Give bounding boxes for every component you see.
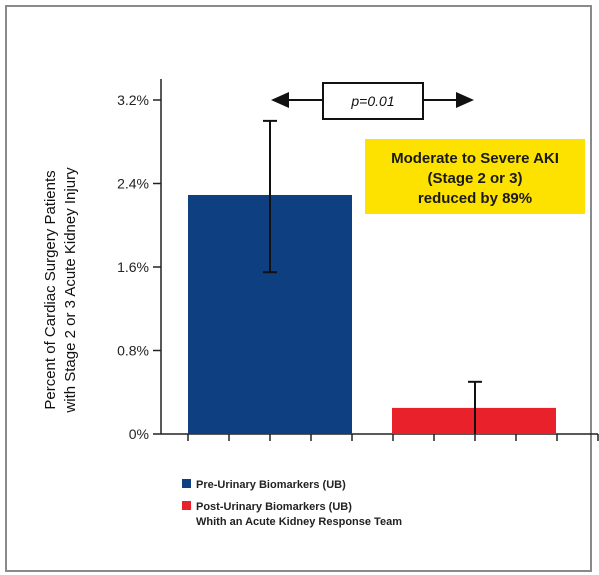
callout-line1: Moderate to Severe AKI [391, 150, 559, 167]
legend-label-pre: Pre-Urinary Biomarkers (UB) [196, 479, 346, 491]
y-tick-label: 3.2% [117, 92, 149, 108]
callout-line3: reduced by 89% [418, 190, 532, 207]
callout-background [365, 139, 585, 214]
y-tick-label: 2.4% [117, 176, 149, 192]
legend-swatch-post [182, 501, 191, 510]
callout-box: Moderate to Severe AKI (Stage 2 or 3) re… [365, 139, 585, 214]
y-axis-label-line1: Percent of Cardiac Surgery Patients [42, 170, 59, 409]
legend: Pre-Urinary Biomarkers (UB) Post-Urinary… [182, 479, 402, 528]
y-tick-label: 1.6% [117, 259, 149, 275]
legend-swatch-pre [182, 479, 191, 488]
y-tick-label: 0.8% [117, 343, 149, 359]
y-tick-label: 0% [129, 426, 149, 442]
p-value-box [322, 82, 424, 120]
p-arrow-right-head [456, 92, 474, 108]
p-value-annotation: p=0.01 [271, 82, 474, 120]
p-value-text: p=0.01 [350, 93, 394, 109]
p-arrow-left-head [271, 92, 289, 108]
legend-label-post-line2: Whith an Acute Kidney Response Team [196, 516, 402, 528]
callout-line2: (Stage 2 or 3) [427, 170, 522, 187]
legend-label-post: Post-Urinary Biomarkers (UB) [196, 501, 352, 513]
y-axis-label-line2: with Stage 2 or 3 Acute Kidney Injury [62, 167, 79, 414]
